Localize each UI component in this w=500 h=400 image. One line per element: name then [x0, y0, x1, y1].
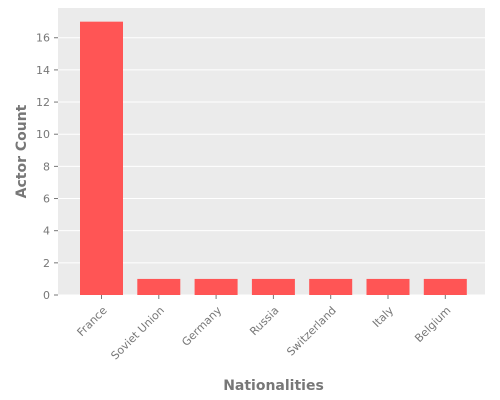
- y-tick-label: 14: [36, 64, 50, 77]
- y-tick-label: 6: [43, 193, 50, 206]
- x-tick-label: France: [75, 304, 110, 339]
- y-tick-label: 12: [36, 96, 50, 109]
- bar-italy: [366, 278, 410, 295]
- y-tick-label: 0: [43, 289, 50, 302]
- bar-belgium: [423, 278, 467, 295]
- x-axis-title: Nationalities: [223, 378, 324, 394]
- x-tick-label: Germany: [179, 304, 224, 349]
- y-tick-label: 8: [43, 160, 50, 173]
- plot-background: [58, 8, 485, 295]
- grid-lines: [58, 37, 485, 296]
- x-tick-label: Soviet Union: [108, 304, 166, 362]
- bars: [80, 21, 467, 296]
- y-axis-title: Actor Count: [14, 104, 30, 198]
- bar-soviet-union: [137, 278, 181, 295]
- y-tick-label: 16: [36, 32, 50, 45]
- y-tick-label: 4: [43, 225, 50, 238]
- bar-switzerland: [309, 278, 353, 295]
- y-axis-ticks: 0 2 4 6 8 10 12 14 16: [36, 32, 58, 302]
- x-tick-label: Belgium: [412, 304, 453, 345]
- y-tick-label: 2: [43, 257, 50, 270]
- bar-france: [80, 21, 123, 296]
- bar-russia: [251, 278, 295, 295]
- x-tick-label: Switzerland: [284, 304, 339, 359]
- bar-germany: [194, 278, 238, 295]
- x-tick-label: Italy: [370, 304, 396, 330]
- x-tick-label: Russia: [247, 304, 281, 338]
- y-tick-label: 10: [36, 128, 50, 141]
